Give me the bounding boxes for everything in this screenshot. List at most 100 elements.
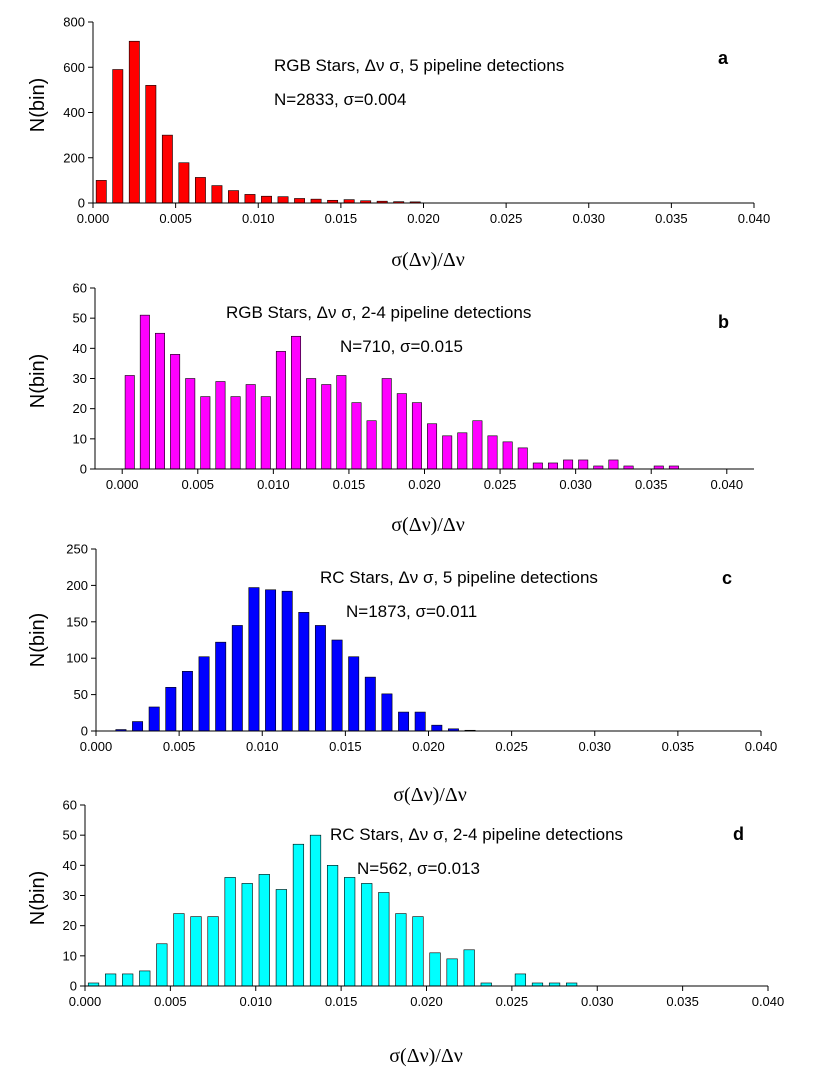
y-tick-label: 0 — [80, 462, 87, 477]
bar — [145, 85, 157, 204]
bar — [396, 393, 407, 470]
y-tick-label: 40 — [63, 858, 77, 873]
bar — [198, 656, 210, 732]
x-tick-label: 0.005 — [159, 211, 192, 226]
x-tick-label: 0.040 — [745, 739, 778, 754]
bar — [309, 834, 322, 987]
bar — [139, 970, 151, 987]
bar — [326, 865, 339, 987]
bar — [412, 916, 424, 987]
chart-stats: N=1873, σ=0.011 — [346, 602, 477, 621]
bar — [241, 883, 253, 987]
y-tick-label: 100 — [66, 651, 88, 666]
bar — [260, 396, 271, 470]
y-tick-label: 50 — [73, 311, 87, 326]
y-tick-label: 30 — [73, 371, 87, 386]
x-tick-label: 0.025 — [495, 739, 528, 754]
y-tick-label: 800 — [63, 15, 85, 30]
bar — [231, 625, 243, 732]
bar — [298, 612, 310, 732]
y-tick-label: 200 — [63, 150, 85, 165]
bar — [463, 949, 475, 987]
bar — [343, 199, 355, 204]
bar — [124, 375, 135, 470]
chart-title: RGB Stars, Δν σ, 2-4 pipeline detections — [226, 303, 531, 322]
bar — [446, 958, 458, 987]
bar — [245, 384, 256, 470]
bar — [173, 913, 185, 987]
x-tick-label: 0.035 — [635, 477, 668, 492]
panel-a: N(bin) σ(Δν)/Δν RGB Stars, Δν σ, 5 pipel… — [27, 15, 770, 272]
bar — [514, 973, 527, 987]
bar — [112, 69, 124, 204]
bar — [194, 177, 206, 204]
x-tick-label: 0.015 — [325, 994, 358, 1009]
bar — [487, 435, 498, 470]
panel-letter: d — [733, 824, 744, 844]
bar — [310, 198, 322, 204]
x-axis-label: σ(Δν)/Δν — [393, 784, 466, 806]
chart-title: RGB Stars, Δν σ, 5 pipeline detections — [274, 56, 564, 75]
bar — [344, 877, 356, 987]
y-axis-label: N(bin) — [27, 871, 49, 925]
bar — [275, 889, 287, 987]
bar — [517, 447, 528, 470]
x-tick-label: 0.030 — [578, 739, 611, 754]
bar — [128, 40, 140, 204]
bar — [398, 711, 410, 732]
bar — [185, 378, 196, 470]
x-tick-label: 0.005 — [163, 739, 196, 754]
y-tick-label: 600 — [63, 60, 85, 75]
bar — [248, 587, 260, 732]
y-tick-label: 0 — [70, 979, 77, 994]
bar — [139, 314, 150, 470]
bar — [170, 354, 181, 470]
bar — [395, 913, 407, 987]
bar — [411, 402, 422, 470]
x-tick-label: 0.040 — [711, 477, 744, 492]
bar — [277, 196, 289, 204]
bar — [211, 185, 223, 204]
bar — [122, 973, 134, 987]
x-tick-label: 0.010 — [257, 477, 290, 492]
bar — [207, 916, 219, 987]
chart-stats: N=710, σ=0.015 — [340, 337, 463, 356]
bar — [181, 670, 193, 732]
bar — [364, 676, 376, 732]
x-tick-label: 0.015 — [329, 739, 362, 754]
y-tick-label: 0 — [78, 196, 85, 211]
bar — [472, 420, 483, 470]
y-tick-label: 200 — [66, 578, 88, 593]
bar — [378, 892, 390, 987]
bar — [292, 843, 305, 987]
bar — [215, 641, 227, 732]
bar — [442, 435, 453, 470]
y-tick-label: 250 — [66, 542, 88, 557]
bar — [431, 724, 443, 732]
x-tick-label: 0.005 — [182, 477, 215, 492]
bar — [156, 943, 168, 987]
bar — [427, 423, 438, 470]
x-tick-label: 0.020 — [408, 477, 441, 492]
x-tick-label: 0.040 — [752, 994, 785, 1009]
bar — [366, 420, 377, 470]
bar — [361, 883, 373, 987]
x-tick-label: 0.020 — [410, 994, 443, 1009]
bar — [381, 378, 392, 470]
x-axis-label: σ(Δν)/Δν — [391, 249, 464, 271]
bar — [155, 332, 165, 470]
bar — [351, 402, 362, 470]
bar — [178, 162, 190, 204]
x-tick-label: 0.025 — [490, 211, 523, 226]
x-tick-label: 0.020 — [412, 739, 445, 754]
x-tick-label: 0.000 — [80, 739, 113, 754]
x-tick-label: 0.020 — [407, 211, 440, 226]
bar — [215, 381, 226, 470]
y-tick-label: 10 — [63, 948, 77, 963]
x-tick-label: 0.030 — [581, 994, 614, 1009]
bar — [275, 351, 286, 470]
x-tick-label: 0.035 — [666, 994, 699, 1009]
panel-letter: a — [718, 48, 729, 68]
x-tick-label: 0.015 — [325, 211, 358, 226]
